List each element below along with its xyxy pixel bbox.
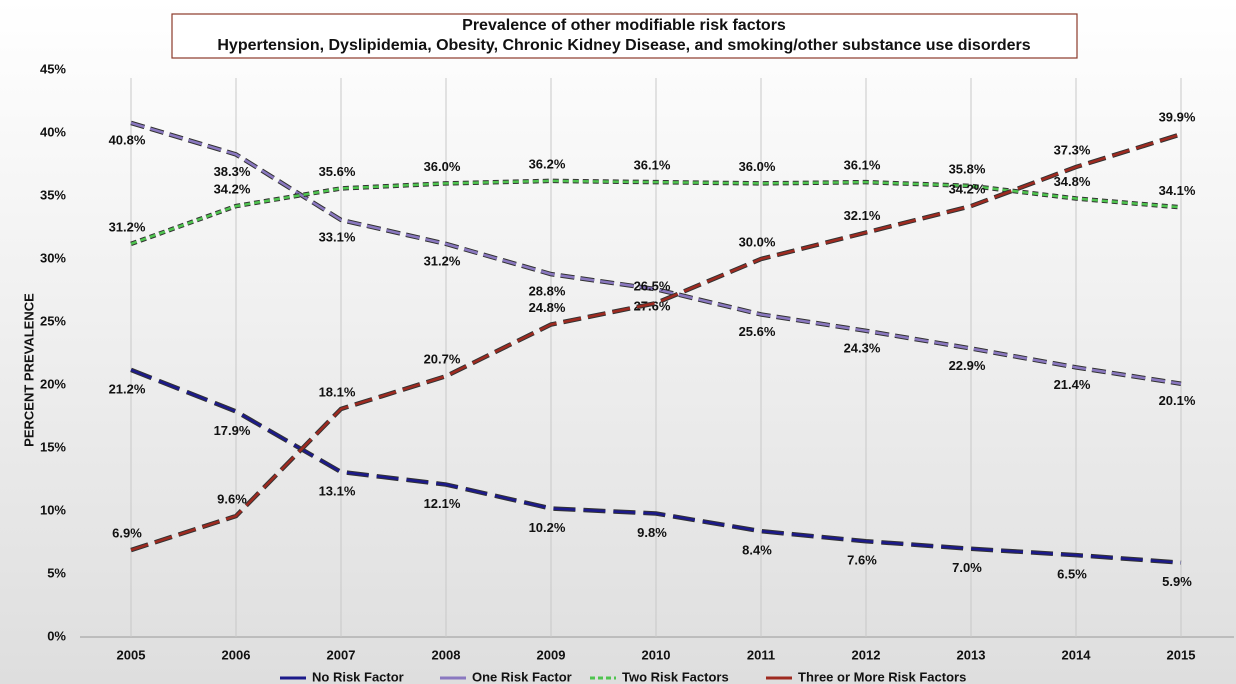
data-label: 7.0% — [952, 560, 982, 575]
data-label: 35.8% — [949, 161, 986, 176]
x-tick-label: 2009 — [537, 647, 566, 662]
data-label: 35.6% — [319, 164, 356, 179]
data-label: 36.1% — [844, 158, 881, 173]
x-tick-label: 2012 — [852, 647, 881, 662]
x-tick-label: 2011 — [747, 647, 775, 662]
data-label: 36.2% — [529, 156, 566, 171]
legend-label: Three or More Risk Factors — [798, 669, 966, 684]
series-line — [130, 179, 1182, 246]
data-label: 28.8% — [529, 284, 566, 299]
data-label: 17.9% — [214, 423, 251, 438]
series-line — [130, 133, 1182, 552]
data-label: 20.1% — [1159, 393, 1196, 408]
legend-label: No Risk Factor — [312, 669, 404, 684]
y-tick-label: 20% — [40, 376, 66, 391]
y-tick-label: 15% — [40, 439, 66, 454]
y-tick-label: 10% — [40, 502, 66, 517]
series-line — [130, 121, 1182, 385]
y-tick-label: 0% — [47, 628, 66, 643]
y-tick-label: 30% — [40, 250, 66, 265]
data-label: 34.8% — [1054, 174, 1091, 189]
data-label: 40.8% — [109, 132, 146, 147]
data-label: 22.9% — [949, 358, 986, 373]
data-label: 25.6% — [739, 324, 776, 339]
x-tick-label: 2013 — [957, 647, 986, 662]
data-label: 38.3% — [214, 164, 251, 179]
y-tick-label: 25% — [40, 313, 66, 328]
title-box — [171, 13, 1078, 59]
data-label: 24.3% — [844, 340, 881, 355]
y-axis-label: PERCENT PREVALENCE — [21, 293, 36, 447]
x-tick-label: 2006 — [222, 647, 251, 662]
chart-title: Prevalence of other modifiable risk fact… — [462, 17, 786, 34]
legend-label: Two Risk Factors — [622, 669, 729, 684]
y-tick-label: 35% — [40, 187, 66, 202]
x-tick-label: 2015 — [1167, 647, 1196, 662]
data-label: 5.9% — [1162, 574, 1192, 589]
x-tick-label: 2010 — [642, 647, 671, 662]
data-label: 31.2% — [109, 219, 146, 234]
data-label: 8.4% — [742, 543, 772, 558]
y-tick-label: 40% — [40, 124, 66, 139]
data-label: 10.2% — [529, 520, 566, 535]
legend-label: One Risk Factor — [472, 669, 572, 684]
data-label: 32.1% — [844, 208, 881, 223]
data-label: 33.1% — [319, 229, 356, 244]
data-label: 12.1% — [424, 496, 461, 511]
x-tick-label: 2007 — [327, 647, 356, 662]
data-label: 36.0% — [424, 159, 461, 174]
data-label: 7.6% — [847, 553, 877, 568]
data-label: 34.2% — [214, 182, 251, 197]
y-tick-label: 5% — [47, 565, 66, 580]
data-label: 24.8% — [529, 300, 566, 315]
data-label: 9.8% — [637, 525, 667, 540]
x-tick-label: 2014 — [1062, 647, 1092, 662]
data-label: 27.6% — [634, 299, 671, 314]
x-tick-label: 2008 — [432, 647, 461, 662]
data-label: 26.5% — [634, 279, 671, 294]
data-label: 21.2% — [109, 381, 146, 396]
x-tick-label: 2005 — [117, 647, 146, 662]
data-label: 34.2% — [949, 182, 986, 197]
data-label: 30.0% — [739, 234, 776, 249]
data-label: 37.3% — [1054, 142, 1091, 157]
chart-subtitle: Hypertension, Dyslipidemia, Obesity, Chr… — [217, 37, 1030, 54]
data-label: 9.6% — [217, 491, 247, 506]
data-label: 36.1% — [634, 158, 671, 173]
series-line — [130, 368, 1182, 564]
data-label: 39.9% — [1159, 110, 1196, 125]
data-label: 21.4% — [1054, 377, 1091, 392]
data-label: 20.7% — [424, 352, 461, 367]
data-label: 36.0% — [739, 159, 776, 174]
data-label: 6.5% — [1057, 567, 1087, 582]
y-tick-label: 45% — [40, 61, 66, 76]
data-label: 6.9% — [112, 525, 142, 540]
data-label: 18.1% — [319, 384, 356, 399]
data-label: 13.1% — [319, 483, 356, 498]
data-label: 34.1% — [1159, 183, 1196, 198]
data-label: 31.2% — [424, 253, 461, 268]
